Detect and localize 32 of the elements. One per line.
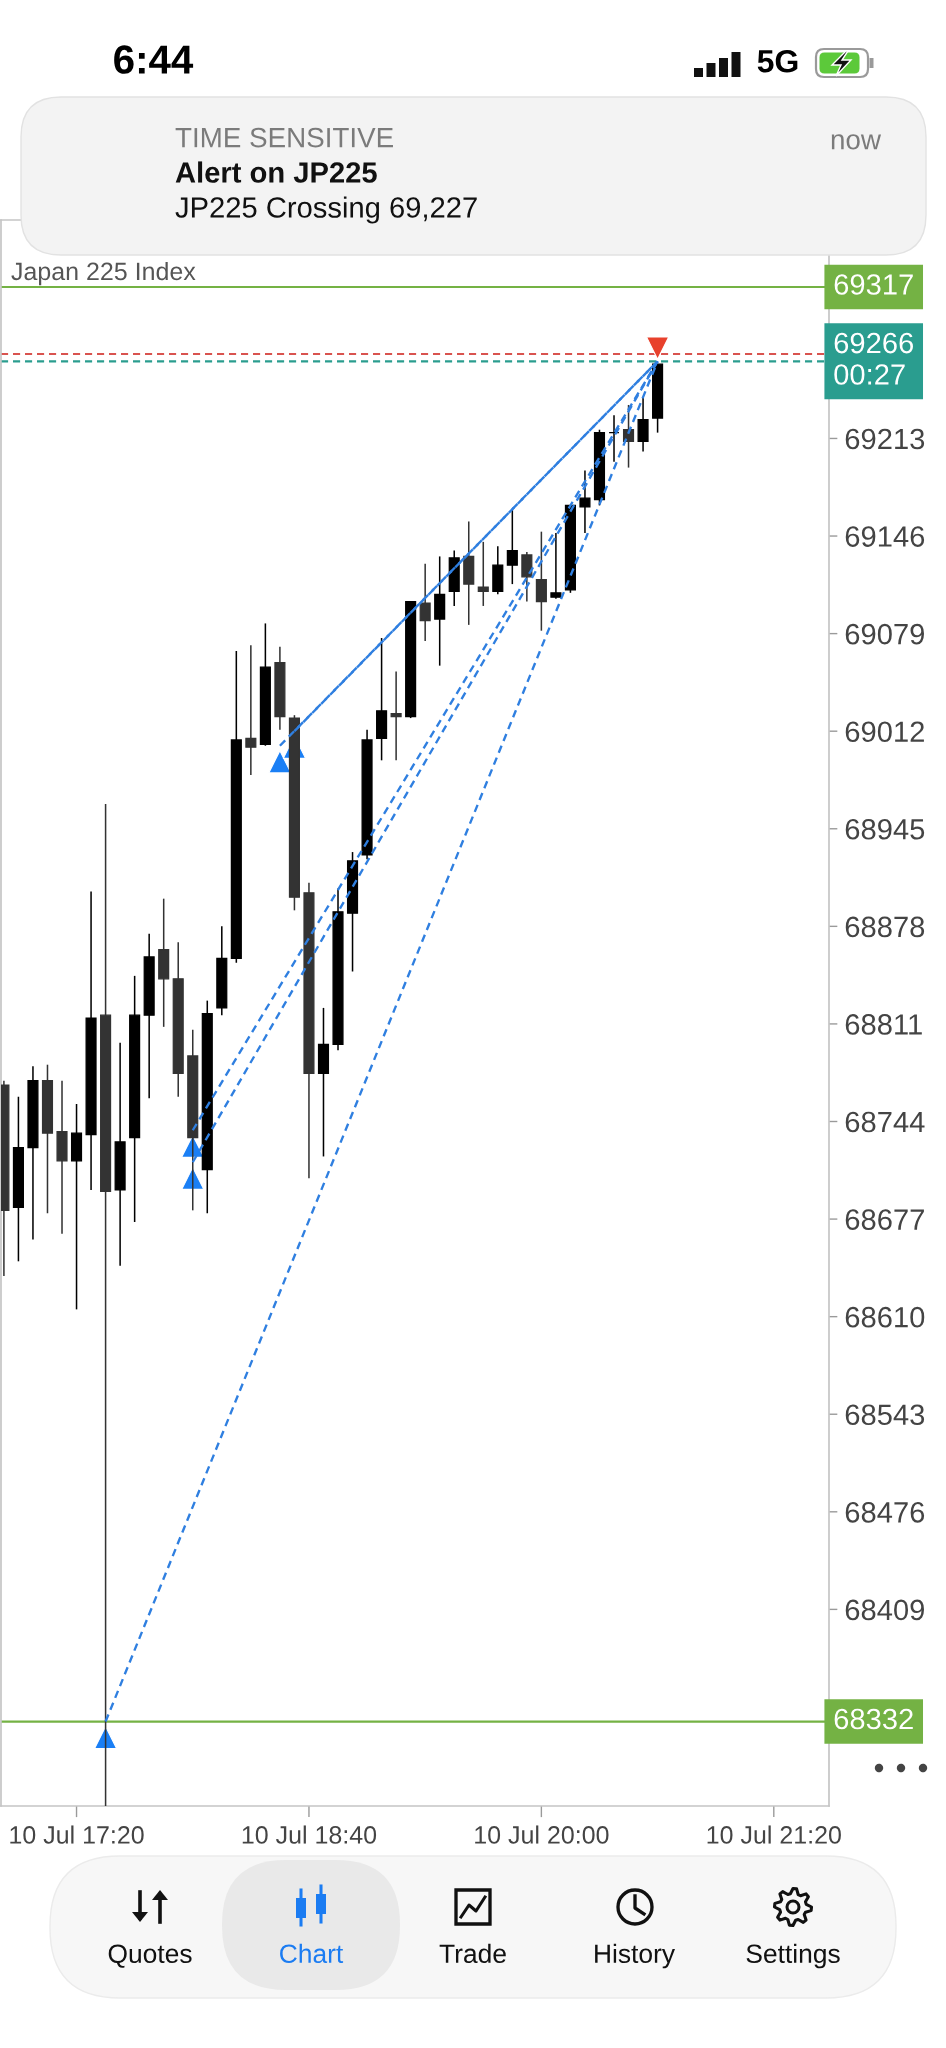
text: Japan 225 Index [11, 261, 196, 286]
text: Quotes [108, 1944, 192, 1968]
ref-line-label: 68332 [834, 1708, 913, 1730]
x-tick-label: 10 Jul 18:40 [242, 1825, 377, 1844]
y-tick-label: 68677 [845, 1209, 924, 1230]
text: now [831, 134, 882, 150]
y-tick-label: 68945 [845, 818, 925, 840]
text: History [595, 1943, 675, 1969]
y-tick-label: 69146 [845, 526, 925, 547]
y-tick-label: 69012 [845, 721, 924, 743]
y-tick-label: 68476 [845, 1502, 925, 1523]
ref-line-label: 69317 [834, 274, 913, 295]
annotation: JP225 Crossing 69,227 [175, 196, 477, 224]
x-tick-label: 10 Jul 17:20 [10, 1825, 144, 1844]
text: Chart [280, 1943, 344, 1964]
y-tick-label: 68811 [845, 1014, 922, 1035]
y-tick-label: 68543 [845, 1404, 925, 1426]
text: 5G [757, 49, 798, 73]
y-tick-label: 68744 [845, 1111, 925, 1133]
y-tick-label: 69079 [845, 623, 924, 645]
y-tick-label: 68878 [845, 916, 925, 938]
y-tick-label: 69213 [845, 428, 925, 450]
text: Settings [746, 1943, 840, 1969]
text: Alert on JP225 [175, 161, 377, 183]
y-tick-label: 68610 [845, 1306, 925, 1328]
text: Trade [439, 1943, 506, 1964]
text: TIME SENSITIVE [175, 127, 393, 148]
x-tick-label: 10 Jul 21:20 [707, 1825, 841, 1844]
text: 6:44 [114, 45, 194, 74]
ref-line-label: 69266 00:27 [834, 332, 913, 385]
x-tick-label: 10 Jul 20:00 [475, 1825, 609, 1844]
y-tick-label: 68409 [845, 1599, 924, 1621]
